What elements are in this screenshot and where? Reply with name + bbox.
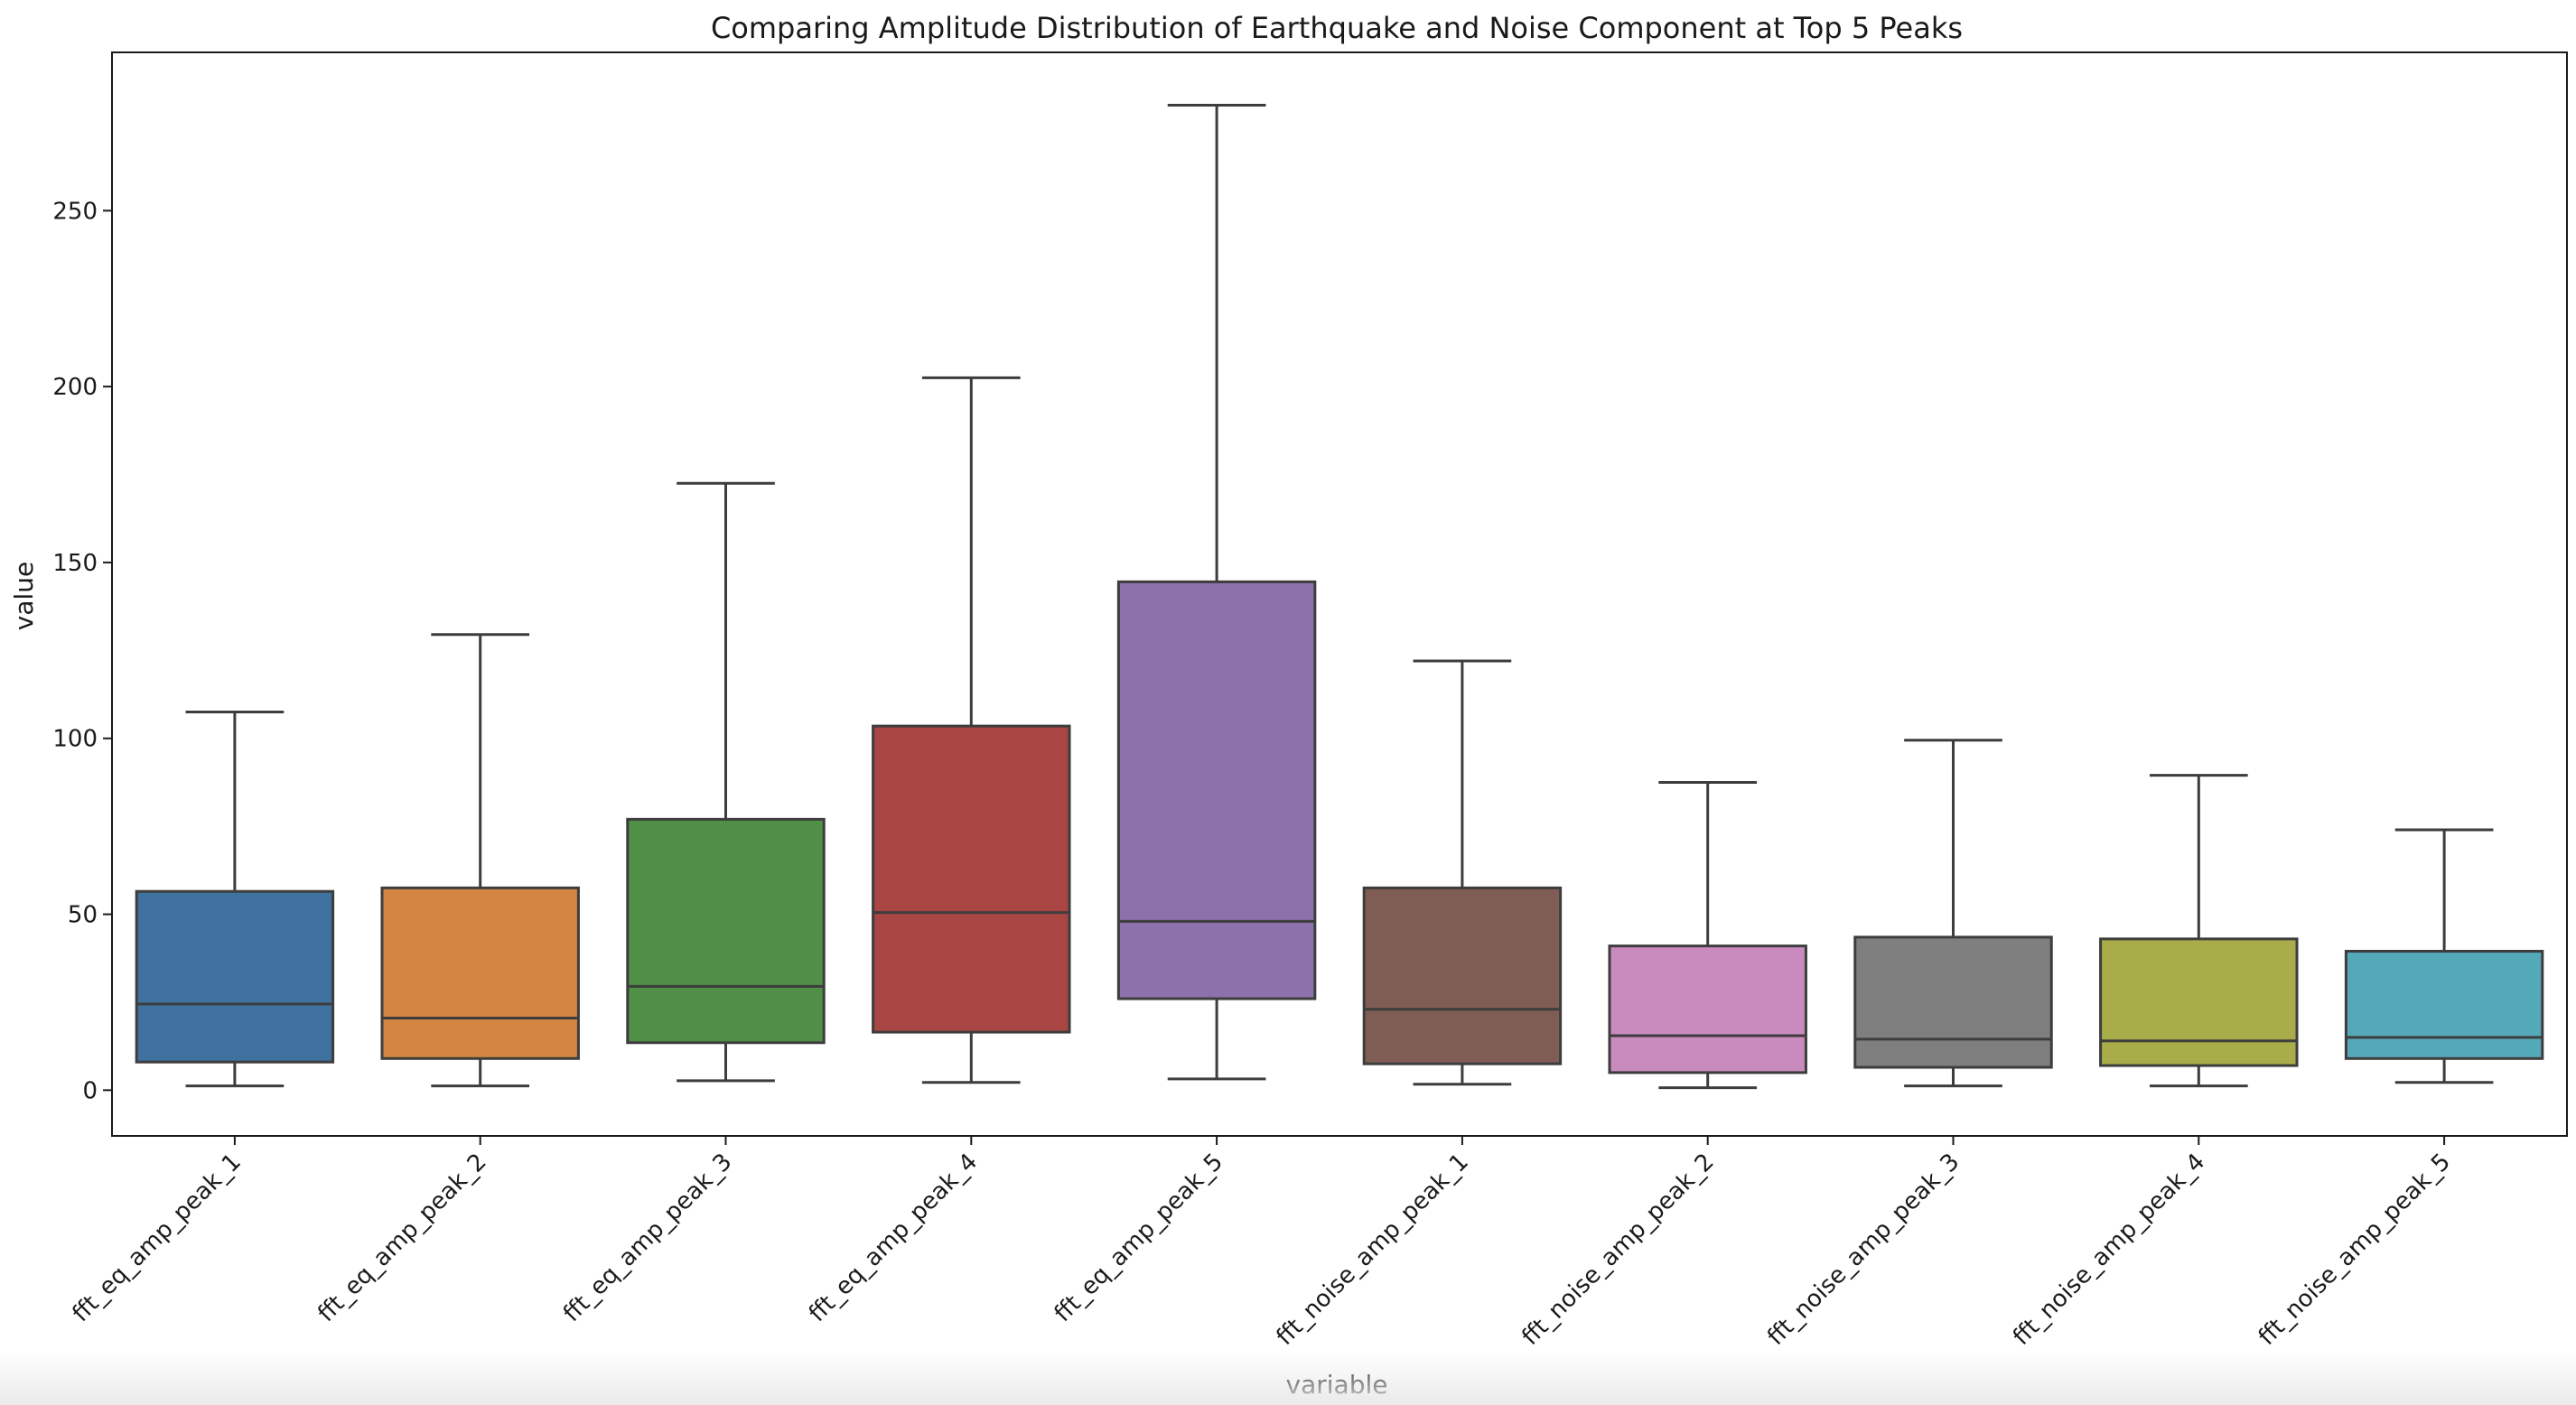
y-tick-label: 100 [52, 726, 98, 753]
x-tick-label: fft_eq_amp_peak_1 [68, 1149, 247, 1327]
x-tick-label: fft_noise_amp_peak_1 [1272, 1149, 1474, 1351]
y-tick-label: 0 [82, 1077, 98, 1104]
box-fft_noise_amp_peak_5 [2344, 949, 2544, 1060]
y-tick-label: 200 [52, 374, 98, 401]
box-fft_noise_amp_peak_2 [1608, 944, 1807, 1075]
box-fft_eq_amp_peak_4 [872, 724, 1071, 1034]
x-tick-label: fft_noise_amp_peak_5 [2254, 1149, 2456, 1351]
x-tick-label: fft_eq_amp_peak_4 [804, 1149, 983, 1327]
box-fft_eq_amp_peak_5 [1116, 580, 1317, 1000]
chart-title: Comparing Amplitude Distribution of Eart… [711, 11, 1963, 45]
plot-area: 0 50 100 150 200 250 fft_eq_amp_peak_1 fft_eq_a… [52, 103, 2544, 1351]
x-tick-label: fft_noise_amp_peak_2 [1517, 1149, 1719, 1351]
y-tick-label: 50 [68, 902, 98, 929]
y-tick-label: 250 [52, 198, 98, 225]
box-fft_noise_amp_peak_4 [2099, 937, 2299, 1067]
box-fft_eq_amp_peak_1 [135, 889, 335, 1064]
axes-frame [111, 51, 2568, 1137]
x-tick-label: fft_noise_amp_peak_4 [2008, 1149, 2210, 1351]
x-tick-label: fft_eq_amp_peak_2 [313, 1149, 491, 1327]
y-tick-label: 150 [52, 550, 98, 577]
box-fft_noise_amp_peak_1 [1362, 886, 1563, 1065]
box-fft_noise_amp_peak_3 [1853, 935, 2053, 1069]
x-tick-label: fft_eq_amp_peak_3 [558, 1149, 737, 1327]
x-axis-label: variable [1286, 1370, 1388, 1400]
x-tick-label: fft_eq_amp_peak_5 [1050, 1149, 1228, 1327]
x-tick-label: fft_noise_amp_peak_3 [1762, 1149, 1965, 1351]
y-axis-label: value [9, 562, 39, 630]
box-fft_eq_amp_peak_3 [626, 817, 826, 1045]
box-fft_eq_amp_peak_2 [380, 886, 580, 1060]
